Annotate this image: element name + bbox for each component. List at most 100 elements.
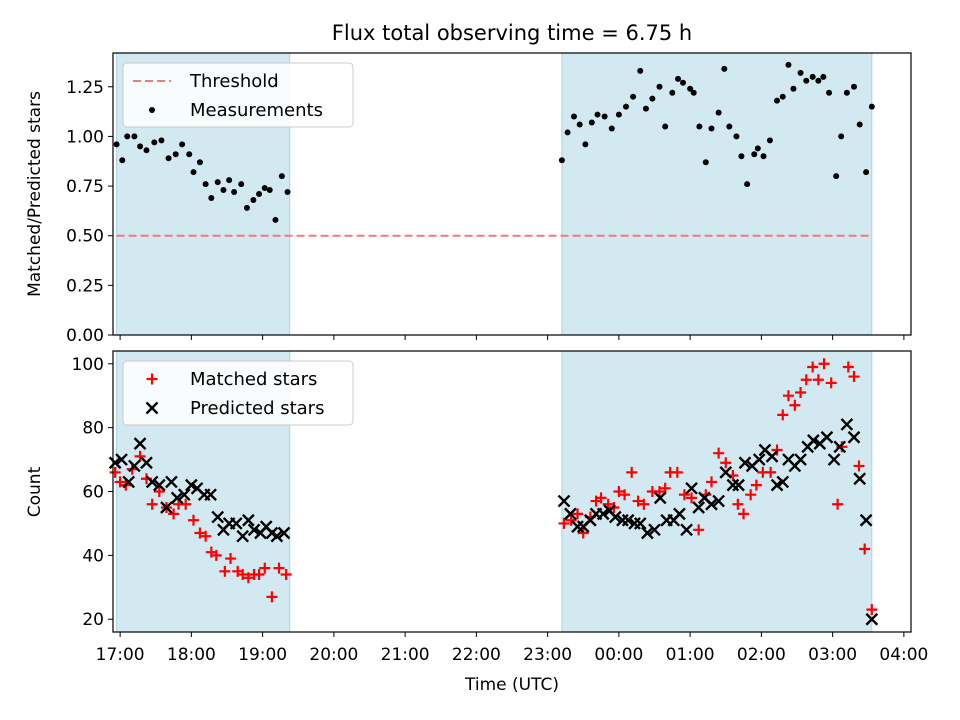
y-tick-label: 0.00 [66, 326, 104, 346]
matched-point [273, 562, 285, 574]
predicted-point [732, 478, 745, 492]
predicted-point [827, 453, 841, 466]
predicted-point [145, 475, 159, 489]
y-tick-label: 100 [72, 355, 104, 375]
measurement-point [284, 189, 291, 196]
measurement-point [113, 141, 120, 148]
predicted-point [211, 510, 225, 524]
predicted-point [170, 491, 184, 505]
matched-point [832, 498, 844, 510]
predicted-point [564, 507, 577, 521]
matched-point [777, 409, 789, 421]
legend-predicted-swatch [145, 401, 159, 415]
matched-point [595, 492, 607, 504]
measurement-point [838, 133, 845, 140]
predicted-point [596, 507, 610, 521]
predicted-point [705, 497, 718, 511]
matched-point [565, 514, 577, 526]
measurement-point [196, 159, 203, 166]
ylabel-count: Count [25, 466, 45, 517]
predicted-point [557, 494, 571, 508]
matched-point [168, 508, 180, 520]
measurement-point [760, 153, 767, 160]
measurement-point [278, 173, 285, 180]
matched-point [853, 460, 865, 472]
measurement-point [833, 173, 840, 180]
predicted-point [685, 481, 698, 495]
predicted-point [794, 453, 807, 466]
x-tick-label: 19:00 [238, 645, 287, 665]
measurement-point [738, 153, 745, 160]
matched-point [859, 543, 871, 555]
predicted-point [122, 475, 136, 489]
measurement-point [186, 151, 193, 158]
matched-point [765, 466, 777, 478]
matched-point [825, 377, 837, 389]
measurement-point [702, 159, 709, 166]
matched-point [800, 374, 812, 386]
measurement-point [726, 123, 733, 130]
x-tick-label: 01:00 [666, 645, 715, 665]
measurement-point [172, 151, 179, 158]
legend-measurements-swatch [149, 107, 155, 113]
matched-point [619, 489, 631, 501]
observing-window [561, 350, 873, 633]
measurement-point [803, 77, 810, 84]
matched-point [678, 489, 690, 501]
predicted-point [165, 475, 178, 489]
measurement-point [774, 97, 781, 104]
measurement-point [250, 196, 257, 203]
measurement-point [165, 155, 172, 162]
measurement-point [588, 119, 595, 126]
predicted-point [653, 491, 667, 505]
measurement-point [124, 133, 131, 140]
matched-point [738, 508, 750, 520]
measurement-point [208, 194, 215, 201]
matched-point [713, 447, 725, 459]
matched-point [146, 498, 158, 510]
matched-point [771, 444, 783, 456]
x-tick-label: 21:00 [381, 645, 430, 665]
y-tick-label: 0.25 [66, 276, 104, 296]
predicted-point [738, 456, 752, 470]
matched-point [114, 476, 126, 488]
predicted-point [765, 450, 779, 463]
measurement-point [662, 123, 669, 130]
matched-point [848, 371, 860, 383]
x-tick-label: 18:00 [167, 645, 216, 665]
measurement-point [243, 204, 250, 211]
matched-point [745, 489, 757, 501]
measurement-point [630, 93, 637, 100]
predicted-point [152, 478, 166, 492]
measurement-point [615, 111, 622, 118]
predicted-point [712, 494, 725, 508]
predicted-point [833, 440, 847, 454]
matched-point [237, 569, 249, 581]
y-tick-label: 1.25 [66, 78, 104, 98]
predicted-point [229, 517, 243, 530]
measurement-point [642, 105, 649, 112]
measurement-point [856, 121, 863, 128]
matched-point [109, 466, 121, 478]
measurement-point [708, 125, 715, 132]
measurement-point [809, 73, 816, 80]
ylabel-ratio: Matched/Predicted stars [25, 91, 45, 297]
measurement-point [143, 147, 150, 154]
predicted-point [160, 501, 173, 514]
predicted-point [608, 510, 622, 524]
matched-point [782, 390, 794, 402]
measurement-point [815, 77, 822, 84]
matched-point [632, 495, 644, 507]
predicted-point [673, 507, 686, 521]
legend-matched-label: Matched stars [190, 369, 317, 390]
predicted-point [236, 529, 250, 543]
measurement-point [623, 103, 629, 110]
predicted-point [621, 513, 635, 527]
measurement-point [256, 191, 263, 197]
measurement-point [576, 121, 583, 128]
matched-point [266, 591, 278, 603]
predicted-point [277, 526, 291, 540]
measurement-point [214, 179, 221, 186]
measurement-point [820, 73, 827, 80]
predicted-point [680, 523, 693, 537]
